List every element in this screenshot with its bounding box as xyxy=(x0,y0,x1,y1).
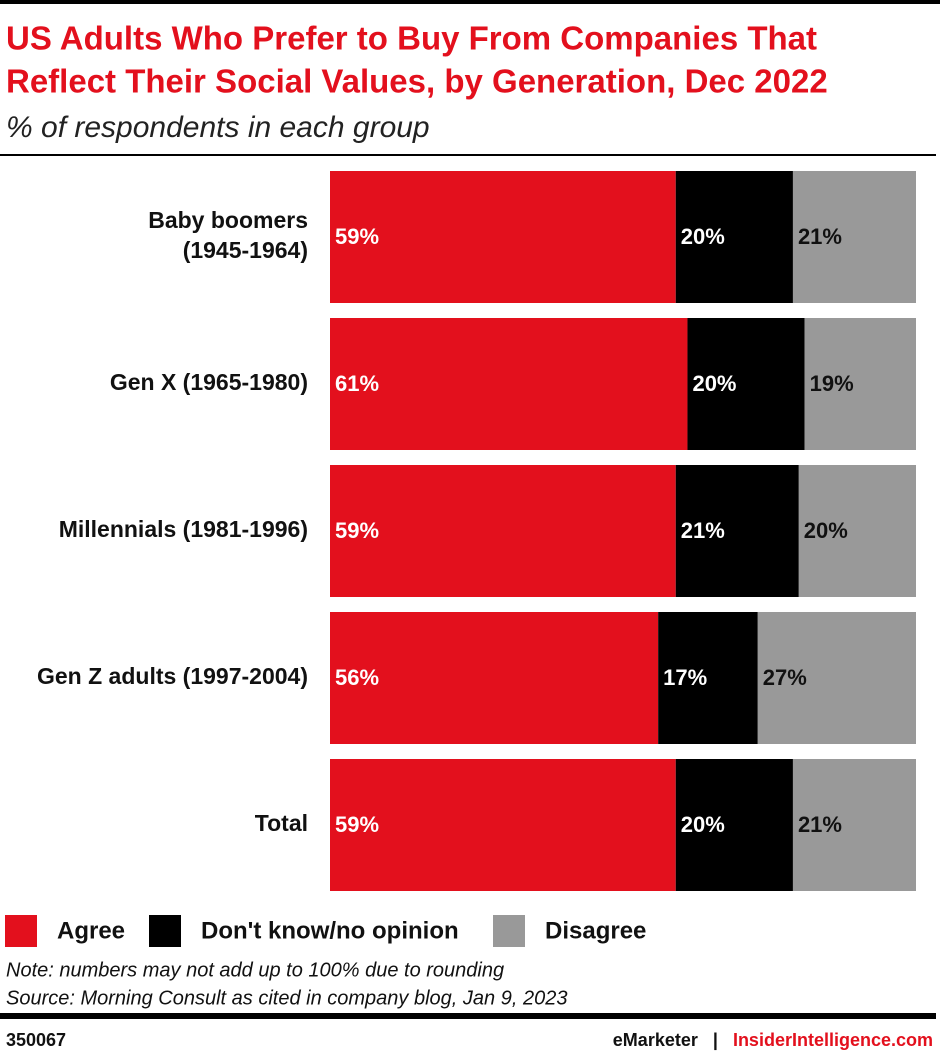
bar-segment xyxy=(757,612,916,744)
value-label: 21% xyxy=(798,224,842,249)
value-label: 17% xyxy=(663,665,707,690)
category-label: Baby boomers (1945-1964) xyxy=(148,207,308,263)
category-label-line: Baby boomers xyxy=(148,207,308,233)
value-label: 21% xyxy=(798,812,842,837)
legend-label: Agree xyxy=(57,917,125,944)
legend-swatch xyxy=(5,915,37,947)
site: InsiderIntelligence.com xyxy=(733,1030,933,1050)
bar-segment xyxy=(330,318,688,450)
footer-rule xyxy=(0,1013,936,1019)
legend-label: Don't know/no opinion xyxy=(201,917,459,944)
legend-swatch xyxy=(149,915,181,947)
value-label: 20% xyxy=(681,224,725,249)
bar-segment xyxy=(675,759,793,891)
bar-segment xyxy=(792,171,916,303)
bar-segment xyxy=(675,171,793,303)
legend-swatch xyxy=(493,915,525,947)
value-label: 27% xyxy=(763,665,807,690)
header-rule xyxy=(0,154,936,156)
value-label: 61% xyxy=(335,371,379,396)
chart-title-line: Reflect Their Social Values, by Generati… xyxy=(6,63,828,100)
separator: | xyxy=(713,1030,718,1050)
value-label: 20% xyxy=(804,518,848,543)
footer-brand: eMarketer | InsiderIntelligence.com xyxy=(613,1030,933,1050)
value-label: 59% xyxy=(335,224,379,249)
bar-segment xyxy=(792,759,916,891)
bar-segment xyxy=(330,612,659,744)
bar-segment xyxy=(804,318,916,450)
value-label: 59% xyxy=(335,518,379,543)
bar-segment xyxy=(687,318,805,450)
category-label: Total xyxy=(255,810,308,836)
value-label: 56% xyxy=(335,665,379,690)
value-label: 20% xyxy=(681,812,725,837)
value-label: 59% xyxy=(335,812,379,837)
chart-title-line: US Adults Who Prefer to Buy From Compani… xyxy=(6,20,817,57)
bar-segment xyxy=(330,759,676,891)
category-label: Gen X (1965-1980) xyxy=(110,369,308,395)
value-label: 19% xyxy=(810,371,854,396)
chart-id: 350067 xyxy=(6,1030,66,1050)
note: Note: numbers may not add up to 100% due… xyxy=(6,959,504,981)
bar-segment xyxy=(330,465,676,597)
legend-label: Disagree xyxy=(545,917,646,944)
category-label: Gen Z adults (1997-2004) xyxy=(37,663,308,689)
bar-segment xyxy=(330,171,676,303)
bar-segment xyxy=(658,612,758,744)
brand: eMarketer xyxy=(613,1030,698,1050)
source: Source: Morning Consult as cited in comp… xyxy=(6,987,567,1009)
top-rule xyxy=(0,0,940,4)
value-label: 20% xyxy=(692,371,736,396)
bar-segment xyxy=(675,465,799,597)
chart-subtitle: % of respondents in each group xyxy=(6,111,430,144)
bar-segment xyxy=(798,465,916,597)
category-label: Millennials (1981-1996) xyxy=(59,516,308,542)
category-label-line: (1945-1964) xyxy=(183,237,308,263)
value-label: 21% xyxy=(681,518,725,543)
